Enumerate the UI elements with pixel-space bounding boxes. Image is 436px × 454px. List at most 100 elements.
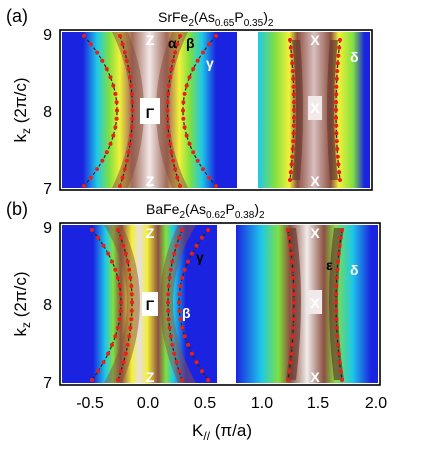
data-point bbox=[291, 131, 296, 136]
data-point bbox=[110, 342, 114, 347]
panel-a-x-mid: X bbox=[310, 100, 320, 116]
panel-b-x-mid: X bbox=[310, 295, 320, 311]
data-point bbox=[127, 267, 132, 272]
data-point bbox=[334, 317, 339, 322]
data-point bbox=[115, 325, 120, 330]
data-point bbox=[290, 154, 295, 159]
data-point bbox=[195, 58, 200, 63]
data-point bbox=[121, 243, 126, 248]
data-point bbox=[292, 115, 296, 120]
data-point bbox=[291, 308, 296, 313]
data-point bbox=[174, 243, 179, 248]
data-point bbox=[177, 369, 182, 374]
panel-b: Z Γ Z X X X γ β ε δ (b) BaFe2(As0.62P0.3… bbox=[6, 199, 387, 412]
data-point bbox=[340, 228, 344, 232]
panel-b-gamma-patch bbox=[142, 292, 158, 316]
panel-b-data-points bbox=[90, 228, 344, 382]
x-axis-title: K// (π/a) bbox=[192, 421, 252, 443]
data-point bbox=[180, 378, 184, 382]
data-point bbox=[101, 243, 106, 248]
data-point bbox=[165, 108, 170, 113]
panel-b-band-beta: β bbox=[182, 305, 191, 321]
data-point bbox=[82, 184, 86, 188]
panel-a-gamma-patch bbox=[140, 98, 160, 124]
data-point bbox=[287, 369, 292, 374]
data-point bbox=[120, 42, 125, 47]
panel-a-data-points bbox=[82, 34, 342, 188]
panel-a-x-patch bbox=[308, 96, 322, 120]
data-point bbox=[117, 284, 122, 288]
data-point bbox=[166, 83, 171, 88]
data-point bbox=[289, 351, 294, 356]
data-point bbox=[126, 67, 131, 71]
data-point bbox=[125, 259, 130, 264]
xtick-0.0: 0.0 bbox=[137, 395, 159, 412]
data-point bbox=[289, 251, 294, 256]
data-point bbox=[118, 34, 122, 38]
data-point bbox=[334, 308, 339, 313]
data-point bbox=[166, 292, 171, 297]
data-point bbox=[166, 125, 171, 130]
data-point bbox=[336, 251, 341, 256]
data-point bbox=[334, 300, 338, 305]
data-point bbox=[113, 334, 118, 339]
panel-b-x-patch bbox=[308, 290, 322, 314]
data-point bbox=[340, 378, 344, 382]
panel-a-frame bbox=[59, 29, 373, 191]
data-point bbox=[177, 308, 182, 313]
data-point bbox=[90, 378, 94, 382]
data-point bbox=[186, 259, 190, 264]
data-point bbox=[111, 133, 116, 138]
data-point bbox=[337, 360, 342, 365]
data-point bbox=[289, 162, 294, 167]
data-point bbox=[291, 123, 296, 128]
data-point bbox=[125, 342, 130, 347]
data-point bbox=[287, 235, 292, 240]
data-point bbox=[337, 170, 342, 175]
data-point bbox=[207, 42, 212, 47]
panel-b-x-bottom: X bbox=[310, 369, 320, 385]
panel-b-right-map bbox=[236, 225, 378, 383]
panel-b-ytick-8: 8 bbox=[43, 297, 52, 314]
data-point bbox=[113, 91, 118, 96]
data-point bbox=[116, 228, 120, 232]
data-point bbox=[292, 300, 296, 305]
data-point bbox=[168, 75, 172, 80]
panel-a: Z Γ Z X X X α β γ δ (a) SrFe2(As0.65P0.3… bbox=[6, 6, 373, 198]
data-point bbox=[88, 42, 93, 47]
data-point bbox=[129, 133, 134, 138]
data-point bbox=[127, 334, 132, 339]
data-point bbox=[337, 243, 342, 248]
data-point bbox=[120, 175, 125, 180]
data-point bbox=[291, 275, 296, 280]
data-point bbox=[182, 91, 187, 96]
data-point bbox=[338, 235, 343, 240]
y-axis-title-b: kz (2π/c) bbox=[11, 272, 33, 337]
panel-b-gamma: Γ bbox=[146, 297, 155, 313]
data-point bbox=[108, 75, 113, 80]
data-point bbox=[206, 228, 210, 232]
data-point bbox=[334, 275, 339, 280]
data-point bbox=[187, 141, 192, 146]
panel-a-label: (a) bbox=[6, 6, 28, 26]
panel-a-x-top: X bbox=[310, 32, 320, 48]
data-point bbox=[168, 334, 173, 339]
panel-b-title: BaFe2(As0.62P0.38)2 bbox=[146, 201, 265, 221]
data-point bbox=[123, 351, 128, 356]
panel-b-z-bottom: Z bbox=[146, 369, 155, 385]
data-point bbox=[169, 67, 174, 71]
data-point bbox=[290, 259, 295, 264]
panel-a-gamma: Γ bbox=[146, 105, 155, 121]
data-point bbox=[290, 342, 295, 347]
data-point bbox=[129, 292, 134, 297]
data-point bbox=[290, 61, 295, 66]
data-point bbox=[334, 108, 338, 112]
data-point bbox=[335, 69, 340, 74]
data-point bbox=[291, 92, 296, 97]
data-point bbox=[335, 342, 340, 347]
data-point bbox=[290, 146, 295, 151]
data-point bbox=[108, 141, 113, 146]
data-point bbox=[114, 100, 119, 105]
data-point bbox=[214, 184, 218, 188]
panel-b-ytick-7: 7 bbox=[43, 375, 52, 392]
